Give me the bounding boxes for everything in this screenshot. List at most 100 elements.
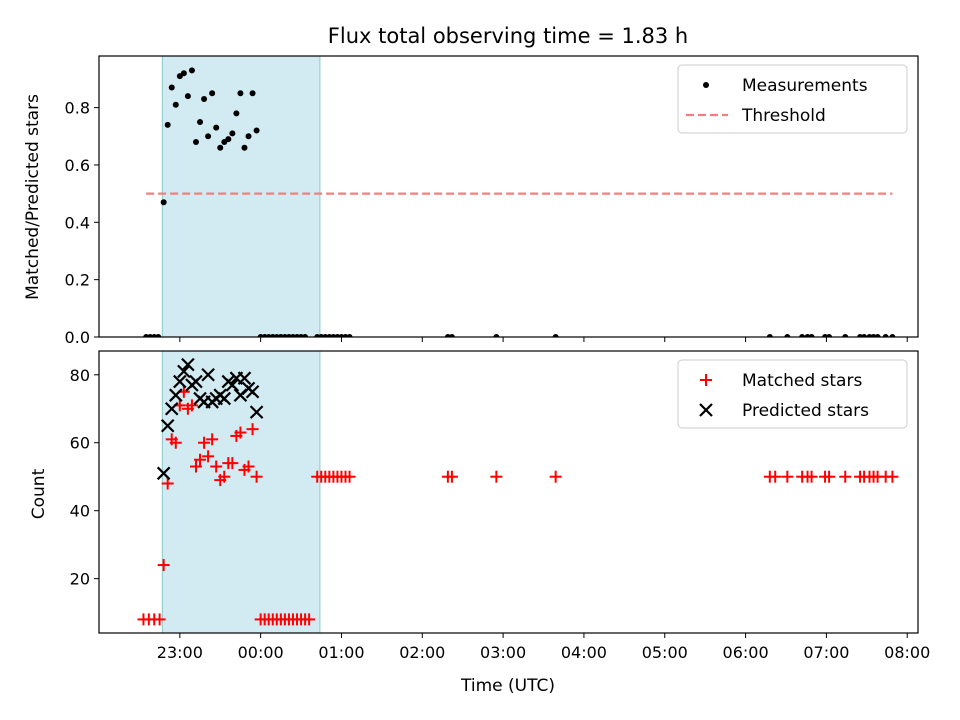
observing-window-fill xyxy=(162,351,320,633)
x-tick-label: 08:00 xyxy=(884,643,930,662)
panel-counts: 23:00 00:00 01:00 02:00 03:00 04:00 05:00 06:00… xyxy=(70,350,930,662)
plot-area xyxy=(137,357,899,626)
matched-star-point xyxy=(185,399,198,412)
matched-star-point xyxy=(194,453,207,466)
predicted-marker-b xyxy=(164,401,179,416)
predicted-marker-b xyxy=(237,371,252,385)
y-tick-label: 80 xyxy=(70,366,90,385)
predicted-star-point xyxy=(237,371,252,385)
x-tick-label: 06:00 xyxy=(723,643,769,662)
measurement-point xyxy=(874,334,881,337)
measurement-point xyxy=(882,334,889,337)
measurement-point xyxy=(188,67,195,74)
legend-box xyxy=(677,64,908,134)
axes-frame xyxy=(98,55,919,338)
measurement-point xyxy=(229,130,236,137)
x-tick-label: 04:00 xyxy=(561,643,607,662)
measurement-point xyxy=(448,334,455,337)
legend-box xyxy=(677,359,908,429)
y-tick-label: 0.8 xyxy=(65,99,90,118)
matched-star-point xyxy=(769,470,782,483)
measurement-point xyxy=(784,334,791,337)
predicted-star-point xyxy=(169,388,183,402)
measurement-point xyxy=(245,133,252,140)
predicted-star-point xyxy=(173,374,187,389)
measurement-point xyxy=(168,84,175,91)
measurement-point xyxy=(160,199,167,206)
legend-predicted-b xyxy=(699,403,713,417)
legend-label: Measurements xyxy=(742,76,868,96)
predicted-star-point xyxy=(181,357,195,372)
measurement-point xyxy=(197,118,204,125)
measurement-point xyxy=(808,334,815,337)
matched-star-point xyxy=(886,470,899,483)
predicted-star-point xyxy=(249,405,264,419)
legend: Measurements Threshold xyxy=(677,64,908,134)
matched-star-point xyxy=(226,457,239,470)
measurement-point xyxy=(253,127,260,134)
measurement-point xyxy=(209,90,216,97)
measurement-point xyxy=(225,136,232,143)
matched-star-point xyxy=(781,470,794,483)
matched-star-point xyxy=(234,426,247,439)
predicted-marker-b xyxy=(177,364,191,379)
measurement-point xyxy=(889,334,896,337)
matched-star-point xyxy=(169,436,182,449)
measurement-point xyxy=(766,334,773,337)
measurement-point xyxy=(861,334,868,337)
predicted-marker-b xyxy=(225,378,240,392)
matched-star-point xyxy=(490,470,503,483)
matched-star-point xyxy=(210,460,223,473)
matched-star-point xyxy=(445,470,458,483)
matched-star-point xyxy=(153,613,166,626)
measurement-point xyxy=(213,124,220,131)
x-axis-label-time: Time (UTC) xyxy=(460,676,555,696)
y-tick-label: 0.0 xyxy=(65,328,90,347)
matched-star-point xyxy=(303,613,316,626)
legend-measurement-swatch xyxy=(703,82,709,88)
matched-star-point xyxy=(549,470,562,483)
measurement-point xyxy=(192,139,199,146)
predicted-marker-b xyxy=(201,368,215,382)
measurement-point xyxy=(201,96,208,103)
predicted-marker-b xyxy=(156,466,171,481)
y-tick-label: 20 xyxy=(70,570,90,589)
matched-star-point xyxy=(246,423,259,436)
predicted-marker-b xyxy=(173,374,187,389)
x-tick-label: 05:00 xyxy=(642,643,688,662)
matched-star-point xyxy=(161,477,174,490)
predicted-star-point xyxy=(189,374,203,389)
predicted-marker-b xyxy=(189,374,203,389)
measurement-point xyxy=(155,334,162,337)
predicted-star-point xyxy=(201,368,215,382)
matched-star-point xyxy=(198,436,211,449)
plot-area xyxy=(143,67,896,337)
y-axis-label-ratio: Matched/Predicted stars xyxy=(23,94,43,300)
predicted-star-point xyxy=(164,401,179,416)
predicted-marker-b xyxy=(249,405,264,419)
observing-window-fill xyxy=(162,56,320,337)
x-tick-label: 23:00 xyxy=(157,643,203,662)
y-tick-label: 0.4 xyxy=(65,213,90,232)
panel-measurements: 0.0 0.2 0.4 0.6 0.8 Measurements Threshold xyxy=(65,55,919,347)
measurement-point xyxy=(217,144,224,151)
measurement-point xyxy=(249,90,256,97)
predicted-star-point xyxy=(225,378,240,392)
measurement-point xyxy=(302,334,309,337)
measurement-point xyxy=(552,334,559,337)
x-tick-label: 01:00 xyxy=(318,643,364,662)
predicted-marker-b xyxy=(217,391,232,406)
x-tick-label: 02:00 xyxy=(399,643,445,662)
legend-label: Predicted stars xyxy=(742,401,869,421)
predicted-marker-b xyxy=(160,418,175,433)
predicted-marker-b xyxy=(245,384,260,399)
matched-star-point xyxy=(202,450,215,463)
matched-star-point xyxy=(343,470,356,483)
predicted-marker-b xyxy=(181,357,195,372)
y-tick-label: 0.6 xyxy=(65,156,90,175)
measurement-point xyxy=(164,121,171,128)
y-tick-label: 0.2 xyxy=(65,271,90,290)
measurement-point xyxy=(205,133,212,140)
predicted-star-point xyxy=(156,466,171,481)
matched-star-point xyxy=(218,470,231,483)
